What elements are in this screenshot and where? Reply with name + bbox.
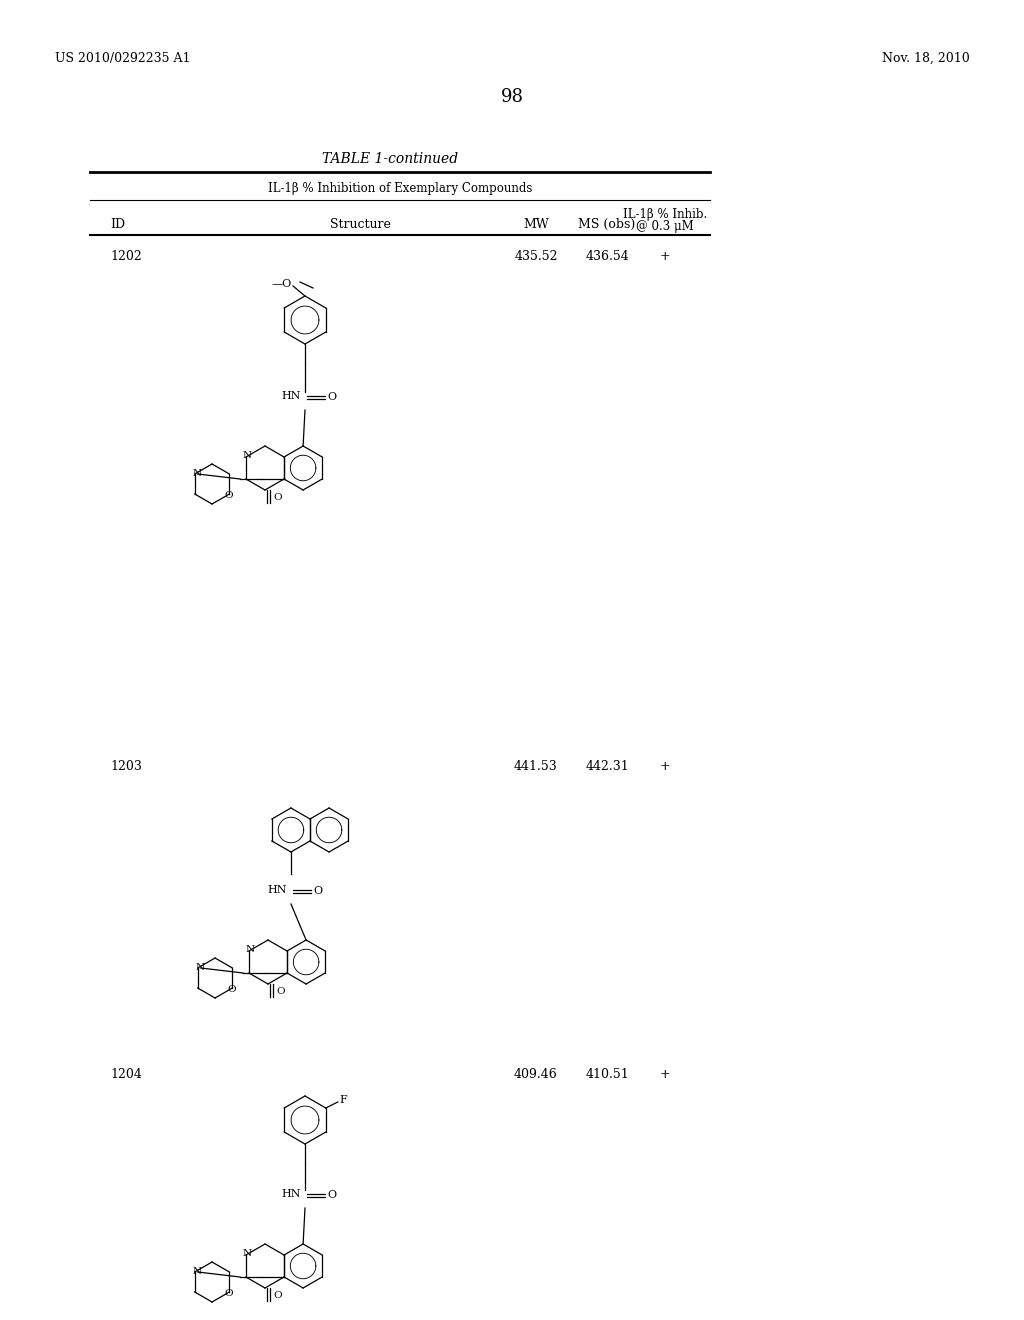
Text: O: O <box>313 886 323 896</box>
Text: @ 0.3 μM: @ 0.3 μM <box>636 220 694 234</box>
Text: 1203: 1203 <box>110 760 142 774</box>
Text: MS (obs): MS (obs) <box>579 218 636 231</box>
Text: N: N <box>246 945 255 954</box>
Text: 409.46: 409.46 <box>514 1068 558 1081</box>
Text: HN: HN <box>282 1189 301 1199</box>
Text: 410.51: 410.51 <box>585 1068 629 1081</box>
Text: 1202: 1202 <box>110 249 141 263</box>
Text: TABLE 1-continued: TABLE 1-continued <box>322 152 458 166</box>
Text: 441.53: 441.53 <box>514 760 558 774</box>
Text: N: N <box>193 1266 202 1275</box>
Text: O: O <box>276 986 285 995</box>
Text: O: O <box>273 1291 282 1299</box>
Text: O: O <box>224 1288 232 1298</box>
Text: 436.54: 436.54 <box>585 249 629 263</box>
Text: IL-1β % Inhib.: IL-1β % Inhib. <box>623 209 708 220</box>
Text: IL-1β % Inhibition of Exemplary Compounds: IL-1β % Inhibition of Exemplary Compound… <box>268 182 532 195</box>
Text: 98: 98 <box>501 88 523 106</box>
Text: O: O <box>224 491 232 499</box>
Text: N: N <box>196 962 205 972</box>
Text: O: O <box>273 492 282 502</box>
Text: HN: HN <box>282 391 301 401</box>
Text: N: N <box>243 451 252 461</box>
Text: 1204: 1204 <box>110 1068 142 1081</box>
Text: 442.31: 442.31 <box>585 760 629 774</box>
Text: Nov. 18, 2010: Nov. 18, 2010 <box>883 51 970 65</box>
Text: HN: HN <box>267 884 287 895</box>
Text: —O: —O <box>271 279 292 289</box>
Text: F: F <box>340 1096 347 1105</box>
Text: +: + <box>659 1068 671 1081</box>
Text: +: + <box>659 760 671 774</box>
Text: Structure: Structure <box>330 218 390 231</box>
Text: O: O <box>327 392 336 403</box>
Text: US 2010/0292235 A1: US 2010/0292235 A1 <box>55 51 190 65</box>
Text: N: N <box>193 469 202 478</box>
Text: +: + <box>659 249 671 263</box>
Text: 435.52: 435.52 <box>514 249 558 263</box>
Text: O: O <box>227 985 236 994</box>
Text: ID: ID <box>110 218 125 231</box>
Text: O: O <box>327 1191 336 1200</box>
Text: MW: MW <box>523 218 549 231</box>
Text: N: N <box>243 1250 252 1258</box>
